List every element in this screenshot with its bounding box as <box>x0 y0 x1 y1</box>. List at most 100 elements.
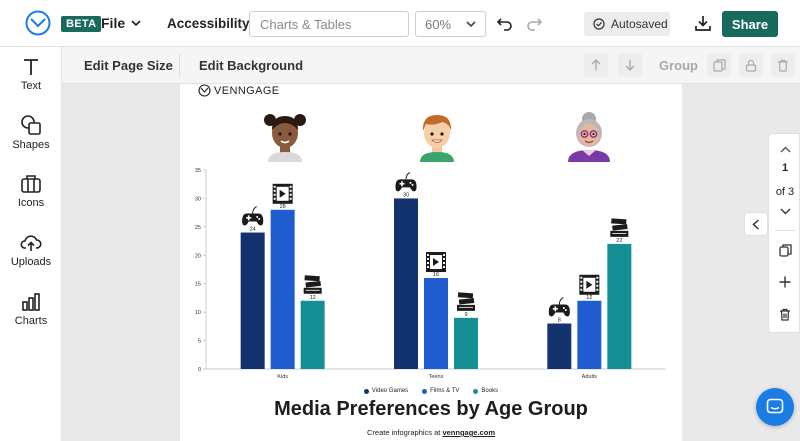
arrow-up-icon <box>591 59 601 70</box>
bar-chart[interactable]: 0 5 10 15 20 25 30 35 24 28 12 Kids 30 16 9 Teens 8 12 22 A… <box>180 162 682 387</box>
accessibility-button[interactable]: Accessibility <box>167 16 250 31</box>
chart-icon <box>22 293 40 311</box>
legend-label: Video Games <box>371 388 409 394</box>
legend-label: Books <box>481 388 499 394</box>
move-down-button[interactable] <box>618 53 642 77</box>
film-icon <box>426 252 446 273</box>
trash-icon <box>778 59 788 72</box>
y-tick-label: 20 <box>195 253 201 259</box>
duplicate-page-button[interactable] <box>774 240 796 260</box>
legend-swatch <box>473 388 479 394</box>
share-button[interactable]: Share <box>722 11 778 37</box>
upload-icon <box>20 235 42 251</box>
top-bar: BETA File Accessibility 60% Autosaved Sh… <box>0 0 800 47</box>
icons-icon <box>21 175 41 193</box>
design-canvas[interactable]: VENNGAGE 0 5 10 15 20 25 30 35 24 28 12 Kids 30 16 9 Te… <box>180 84 682 441</box>
chevron-up-icon <box>780 146 790 152</box>
duplicate-button[interactable] <box>707 53 731 77</box>
group-button[interactable]: Group <box>659 58 698 73</box>
copy-icon <box>712 58 726 72</box>
credit-line[interactable]: Create infographics at venngage.com <box>180 428 682 437</box>
search-input[interactable] <box>249 11 409 37</box>
bar-books-teens <box>454 317 478 369</box>
legend-item: Books <box>473 388 498 394</box>
chevron-down-icon <box>780 208 790 214</box>
rail-item-text[interactable]: Text <box>0 57 62 92</box>
film-icon <box>579 274 600 295</box>
zoom-value: 60% <box>425 16 452 32</box>
zoom-select[interactable]: 60% <box>415 11 486 37</box>
rail-item-label: Uploads <box>10 256 52 268</box>
file-menu[interactable]: File <box>101 15 141 31</box>
bar-value-label: 8 <box>558 318 561 324</box>
bar-films-tv-adults <box>577 300 602 369</box>
bar-value-label: 16 <box>433 272 439 278</box>
rail-item-charts[interactable]: Charts <box>0 292 62 327</box>
rail-item-label: Icons <box>17 197 45 209</box>
venngage-logo-icon[interactable] <box>25 10 51 36</box>
page-count: of 3 <box>775 186 795 198</box>
bar-video-games-adults <box>547 323 572 369</box>
move-up-button[interactable] <box>584 53 608 77</box>
gamepad-icon <box>395 171 417 192</box>
bar-films-tv-teens <box>424 278 448 369</box>
page-nav-divider <box>775 230 795 231</box>
toolbar-divider <box>179 54 180 77</box>
rail-item-icons[interactable]: Icons <box>0 174 62 209</box>
bar-value-label: 12 <box>310 295 316 301</box>
legend-item: Video Games <box>363 388 409 394</box>
collapse-panel-button[interactable] <box>744 212 768 236</box>
current-page: 1 <box>781 162 789 174</box>
redo-icon[interactable] <box>524 14 544 34</box>
autosaved-label: Autosaved <box>611 17 668 31</box>
kid-avatar-icon[interactable] <box>260 106 310 162</box>
rail-item-shapes[interactable]: Shapes <box>0 114 62 151</box>
rail-item-label: Shapes <box>12 139 50 151</box>
rail-item-uploads[interactable]: Uploads <box>0 233 62 268</box>
brand-label: VENNGAGE <box>214 84 280 97</box>
legend-swatch <box>422 388 428 394</box>
edit-page-size-button[interactable]: Edit Page Size <box>84 58 173 73</box>
check-circle-icon <box>593 18 605 30</box>
delete-button[interactable] <box>771 53 795 77</box>
y-tick-label: 30 <box>195 196 201 202</box>
chat-icon <box>766 398 784 414</box>
edit-background-button[interactable]: Edit Background <box>199 58 304 73</box>
chat-support-button[interactable] <box>756 388 794 426</box>
adult-avatar-icon[interactable] <box>564 106 614 162</box>
plus-icon <box>779 276 791 288</box>
gamepad-icon <box>548 297 570 317</box>
y-tick-label: 25 <box>195 225 201 231</box>
bar-value-label: 30 <box>403 192 409 198</box>
delete-page-button[interactable] <box>774 304 796 324</box>
legend-swatch <box>363 388 369 394</box>
x-category-label: Kids <box>277 374 288 380</box>
bar-value-label: 12 <box>586 295 592 301</box>
venngage-brand: VENNGAGE <box>198 84 280 97</box>
chevron-down-icon <box>131 19 141 26</box>
lock-button[interactable] <box>739 53 763 77</box>
x-category-label: Adults <box>582 374 598 380</box>
film-icon <box>272 183 293 204</box>
bar-value-label: 22 <box>616 238 622 244</box>
arrow-down-icon <box>625 60 635 71</box>
credit-link[interactable]: venngage.com <box>442 428 495 437</box>
credit-prefix: Create infographics at <box>367 428 443 437</box>
previous-page-button[interactable] <box>774 139 796 159</box>
add-page-button[interactable] <box>774 272 796 292</box>
infographic-title[interactable]: Media Preferences by Age Group <box>274 398 588 420</box>
gamepad-icon <box>242 206 264 226</box>
bar-films-tv-kids <box>270 209 295 369</box>
books-icon <box>303 275 322 294</box>
next-page-button[interactable] <box>774 201 796 221</box>
teen-avatar-icon[interactable] <box>412 106 462 162</box>
download-icon[interactable] <box>693 13 713 33</box>
rail-item-label: Charts <box>14 315 48 327</box>
lock-icon <box>745 59 757 72</box>
shapes-icon <box>21 115 41 135</box>
undo-icon[interactable] <box>495 14 515 34</box>
bar-video-games-kids <box>240 232 265 369</box>
books-icon <box>457 292 475 311</box>
text-icon <box>24 59 38 75</box>
rail-item-label: Text <box>20 80 42 92</box>
